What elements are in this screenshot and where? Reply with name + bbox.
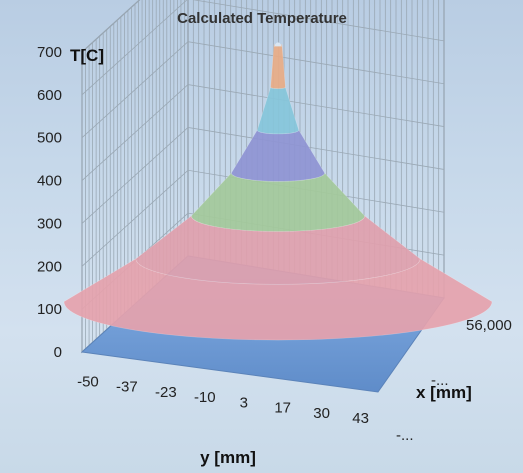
- chart-title: Calculated Temperature: [177, 10, 347, 27]
- z-tick-label: 100: [37, 301, 62, 318]
- y-tick-label: -23: [155, 384, 177, 401]
- y-tick-label: -50: [77, 373, 99, 390]
- y-tick-label: 3: [240, 394, 248, 411]
- y-tick-label: -10: [194, 389, 216, 406]
- z-tick-label: 400: [37, 173, 62, 190]
- z-tick-label: 0: [54, 344, 62, 361]
- z-tick-label: 700: [37, 44, 62, 61]
- surface-band: [256, 86, 300, 135]
- surface-plot: [63, 42, 493, 393]
- axis-labels: 0 100 200 300 400 500 600 700 -50 -37 -23 -10 3 17 30 4…: [37, 44, 512, 444]
- x-tick-label: 56,000: [466, 317, 512, 334]
- surface-band: [191, 172, 365, 232]
- y-tick-label: -37: [116, 379, 138, 396]
- y-axis-title: y [mm]: [200, 448, 256, 467]
- x-tick-label: -...: [396, 427, 414, 444]
- y-tick-label: 30: [313, 405, 330, 422]
- z-tick-label: 500: [37, 130, 62, 147]
- x-axis-title: x [mm]: [416, 383, 472, 402]
- surface-band: [270, 44, 286, 89]
- z-tick-label: 300: [37, 215, 62, 232]
- y-tick-label: 43: [352, 410, 369, 427]
- surface-peak-tip: [274, 42, 282, 47]
- z-tick-label: 600: [37, 87, 62, 104]
- x-tick-label: -...: [431, 372, 449, 389]
- z-tick-label: 200: [37, 258, 62, 275]
- z-axis-title: T[C]: [70, 46, 104, 65]
- y-tick-label: 17: [274, 400, 291, 417]
